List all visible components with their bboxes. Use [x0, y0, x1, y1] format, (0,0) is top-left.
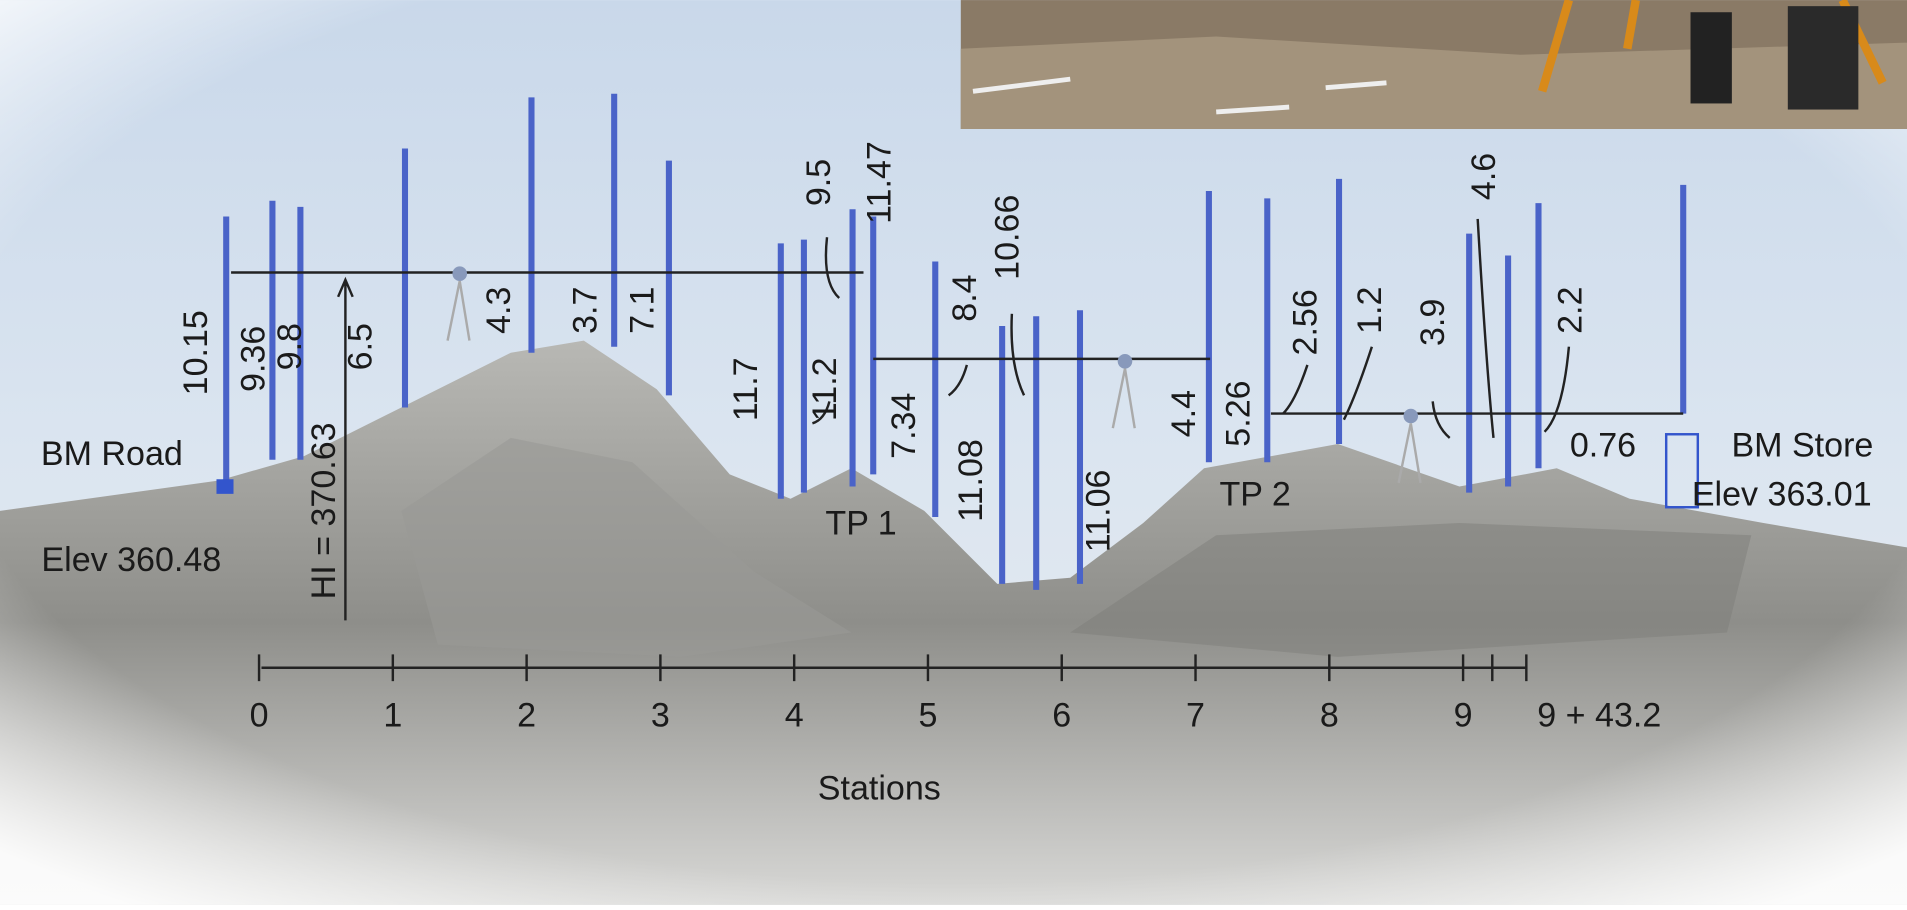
rod-reading: 10.15 [177, 310, 215, 395]
level-instrument [452, 266, 467, 281]
station-label: 9 [1454, 697, 1473, 735]
rod-reading: 11.7 [727, 357, 765, 421]
axis-title: Stations [818, 770, 941, 808]
rod-reading: 2.56 [1286, 289, 1324, 355]
turning-point-label: TP 2 [1219, 475, 1290, 513]
rod-reading: 4.3 [480, 287, 518, 334]
station-label: 8 [1320, 697, 1339, 735]
rod-reading: 7.34 [885, 393, 923, 459]
station-label: 2 [517, 697, 536, 735]
rod-reading: 9.36 [234, 326, 272, 392]
level-instrument [1403, 409, 1418, 424]
page: {"benchmarks": [{"label": "BM Road", "el… [0, 0, 1907, 905]
benchmark-label: BM Store [1731, 427, 1873, 465]
station-label: 4 [785, 697, 804, 735]
diagram: BM Road Elev 360.48 BM Store Elev 363.01… [0, 0, 1907, 905]
station-label: 7 [1186, 697, 1205, 735]
rod-reading: 0.76 [1570, 427, 1636, 465]
turning-point-label: TP 1 [825, 504, 896, 542]
rod-reading: 11.47 [861, 141, 899, 224]
rod-reading: 3.7 [566, 287, 604, 334]
photo-boot [1691, 12, 1732, 103]
station-label: 0 [250, 697, 269, 735]
rod-reading: 9.8 [271, 323, 309, 370]
level-instrument [1118, 354, 1133, 369]
rod-reading: 1.2 [1351, 287, 1389, 334]
rod-reading: 11.08 [952, 439, 990, 522]
station-label: 3 [651, 697, 670, 735]
rod-reading: 11.06 [1080, 470, 1118, 553]
rod-reading: 2.2 [1552, 287, 1590, 334]
height-of-instrument: HI = 370.63 [305, 422, 343, 599]
rod-reading: 8.4 [946, 274, 984, 321]
station-label: 9 + 43.2 [1537, 697, 1661, 735]
photo-boot [1788, 6, 1859, 109]
station-label: 6 [1052, 697, 1071, 735]
rod-reading: 6.5 [341, 323, 379, 370]
benchmark-elevation: Elev 360.48 [41, 541, 221, 579]
station-label: 5 [918, 697, 937, 735]
rod-reading: 9.5 [800, 159, 838, 206]
benchmark-label: BM Road [41, 435, 183, 473]
rod-reading: 3.9 [1414, 299, 1452, 346]
benchmark-elevation: Elev 363.01 [1692, 475, 1872, 513]
rod-reading: 4.4 [1165, 390, 1203, 437]
benchmark-marker [216, 479, 233, 494]
rod-reading: 5.26 [1220, 380, 1258, 446]
station-label: 1 [383, 697, 402, 735]
rod-reading: 4.6 [1465, 153, 1503, 200]
rod-reading: 7.1 [624, 287, 662, 334]
photo-ground [961, 37, 1907, 129]
rod-reading: 10.66 [988, 195, 1026, 280]
rod-reading: 11.2 [806, 357, 844, 421]
